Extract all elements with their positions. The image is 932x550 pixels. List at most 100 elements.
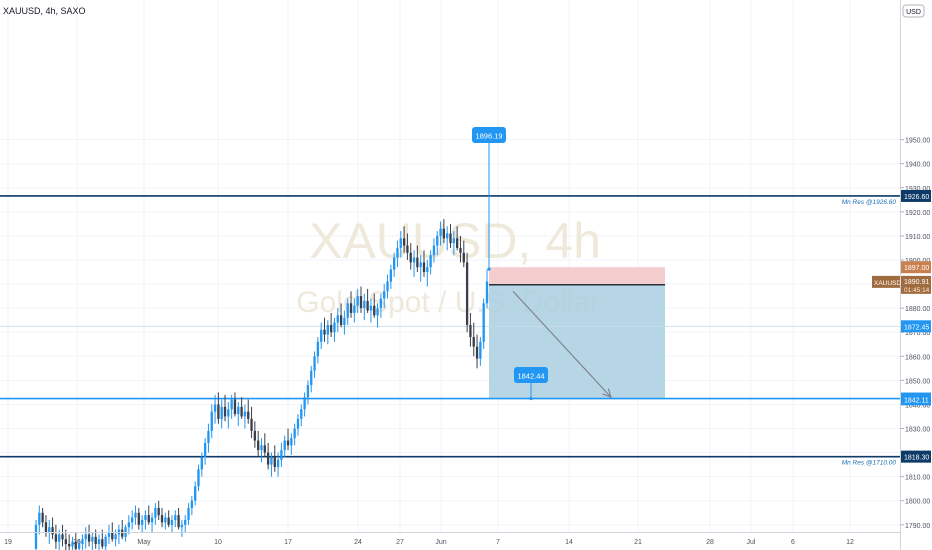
candle-body [419, 262, 422, 268]
marker-bottom-label-bg [514, 367, 548, 383]
candle-body [167, 517, 170, 525]
candle-body [392, 257, 396, 270]
price-tag-stop: 1897.00 [904, 265, 929, 272]
candle-body [87, 534, 91, 542]
currency-label: USD [906, 9, 921, 16]
resistance-label-bottom: Mn Res @1710.00 [842, 460, 897, 467]
candle-body [247, 411, 250, 419]
candle-body [406, 245, 409, 253]
candle-body [61, 534, 64, 540]
x-tick-label: 24 [354, 539, 362, 546]
x-tick-label: 28 [706, 539, 714, 546]
candle-body [293, 428, 296, 439]
candle-body [51, 527, 54, 535]
candle-body [346, 303, 349, 318]
candle-body [34, 524, 38, 549]
last-symbol: XAUUSD [874, 280, 901, 287]
x-tick-label: 12 [846, 539, 854, 546]
marker-bottom-dot [529, 396, 533, 401]
candle-body [131, 517, 134, 523]
candle-body [485, 281, 489, 304]
candle-body [280, 450, 283, 460]
x-tick-label: 26 [73, 539, 81, 546]
candle-body [396, 247, 399, 258]
y-tick-label: 1790.00 [905, 523, 930, 530]
candle-body [409, 252, 412, 263]
x-tick-label: 10 [214, 539, 222, 546]
candle-body [472, 337, 475, 347]
candle-body [127, 522, 131, 528]
candle-body [107, 532, 111, 537]
candle-body [366, 300, 369, 311]
candle-body [41, 512, 44, 523]
candle-body [310, 370, 313, 386]
x-tick-label: Jun [435, 539, 446, 546]
candle-body [137, 512, 140, 525]
candle-body [240, 406, 243, 417]
price-tag-1926-bg [901, 189, 931, 202]
candle-body [455, 238, 459, 248]
y-tick-label: 1800.00 [905, 499, 930, 506]
candle-body [363, 300, 366, 309]
candle-body [101, 539, 104, 547]
arrow-line[interactable] [512, 290, 612, 398]
currency-badge[interactable]: USD [902, 4, 925, 18]
watermark-ticker: XAUUSD, 4h [309, 213, 601, 269]
candle-body [147, 515, 150, 523]
candle-body [273, 457, 276, 468]
candle-body [44, 522, 48, 532]
candle-body [111, 532, 114, 540]
candle-body [359, 296, 363, 309]
price-tag-1926: 1926.60 [904, 194, 929, 201]
candle-body [48, 527, 51, 532]
price-tag-1842-11-bg [901, 393, 931, 406]
candle-body [373, 305, 376, 316]
candle-body [164, 517, 167, 523]
candle-body [482, 303, 485, 342]
candle-body [465, 262, 469, 325]
position-zones[interactable] [489, 267, 665, 399]
candle-body [439, 228, 442, 236]
candle-body [150, 517, 154, 523]
price-tags: 1896.191842.441926.601897.001889.701872.… [472, 127, 931, 463]
candle-body [449, 233, 452, 244]
candle-body [94, 536, 97, 545]
candle-body [339, 315, 343, 325]
candle-body [260, 445, 263, 451]
candle-body [353, 305, 356, 313]
candle-body [207, 430, 210, 443]
candle-body [200, 457, 203, 470]
target-arrow[interactable] [512, 290, 612, 399]
candle-body [84, 534, 87, 540]
candle-body [253, 430, 257, 441]
candle-body [422, 262, 426, 273]
stop-loss-zone[interactable] [489, 267, 665, 285]
candle-body [250, 418, 253, 431]
candles [34, 219, 489, 550]
y-tick-label: 1880.00 [905, 306, 930, 313]
candle-body [97, 539, 101, 545]
price-axis[interactable]: 1790.001800.001810.001820.001830.001840.… [900, 0, 932, 550]
x-tick-label: 6 [791, 539, 795, 546]
levels[interactable]: Mn Res @1926.60 Mn Res @1710.00 [0, 195, 900, 467]
candle-body [104, 536, 107, 547]
price-axis-bg [900, 0, 932, 550]
candle-body [432, 245, 436, 256]
candle-body [329, 324, 333, 333]
candle-body [223, 406, 227, 417]
arrow-head [602, 388, 612, 399]
candle-body [446, 233, 449, 239]
candle-body [283, 440, 286, 451]
candle-body [459, 247, 462, 253]
candle-body [386, 281, 389, 292]
x-tick-label: 19 [4, 539, 12, 546]
candle-body [313, 356, 316, 371]
candle-body [356, 296, 359, 306]
candle-body [303, 397, 306, 410]
candle-body [203, 442, 207, 458]
time-axis[interactable]: 19 26 May 10 17 24 27 Jun 7 14 21 28 Jul 6 12 [0, 532, 900, 547]
y-tick-label: 1830.00 [905, 426, 930, 433]
symbol-title: XAUUSD, 4h, SAXO [3, 6, 86, 16]
